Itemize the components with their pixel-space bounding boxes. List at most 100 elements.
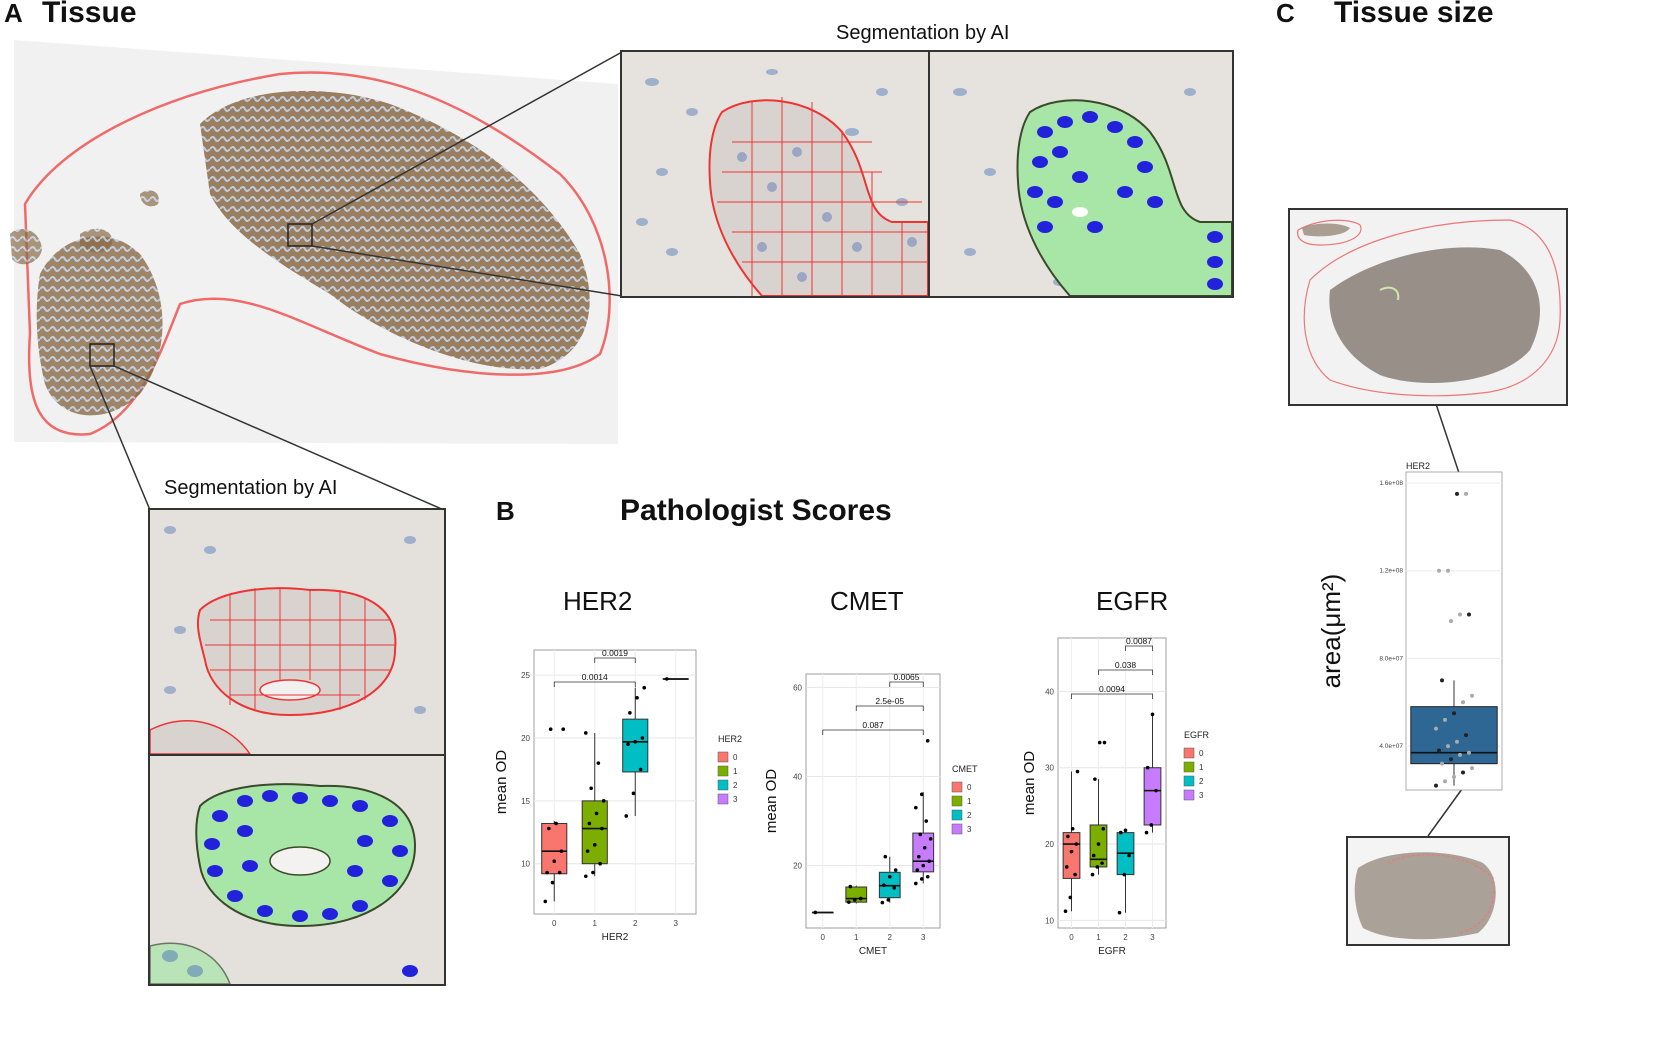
legend-label: 1	[967, 797, 972, 806]
legend-swatch	[1183, 747, 1195, 759]
p-value-label: 0.0019	[602, 648, 628, 658]
data-point	[882, 883, 886, 888]
y-tick-label: 1.6e+08	[1379, 480, 1403, 487]
y-tick-label: 8.0e+07	[1379, 655, 1403, 662]
data-point	[916, 854, 921, 859]
data-point	[1464, 491, 1468, 496]
data-point	[1443, 717, 1447, 722]
legend-label: 2	[967, 811, 972, 820]
data-point	[1437, 748, 1441, 753]
legend-title: CMET	[952, 764, 978, 774]
segmentation-outline-bottom	[148, 508, 446, 756]
data-point	[852, 898, 857, 902]
legend-swatch	[951, 823, 963, 835]
data-point	[1066, 834, 1070, 839]
y-tick-label: 40	[1045, 687, 1054, 696]
p-value-label: 0.0094	[1099, 684, 1125, 694]
box-1	[1089, 824, 1108, 868]
data-point	[1434, 783, 1438, 788]
data-point	[1470, 766, 1474, 771]
data-point	[915, 868, 920, 872]
data-point	[1154, 788, 1158, 793]
data-point	[589, 786, 593, 791]
data-point	[914, 881, 918, 886]
data-point	[1455, 739, 1459, 744]
data-point	[545, 870, 549, 875]
data-point	[1467, 612, 1471, 617]
plot-area	[533, 649, 697, 915]
comparison-bracket	[822, 729, 924, 735]
data-point	[557, 870, 562, 875]
legend-swatch	[951, 795, 963, 807]
data-point	[1449, 619, 1453, 624]
x-tick-label: 3	[921, 933, 926, 942]
panel-b-title: Pathologist Scores	[620, 494, 892, 527]
comparison-bracket	[1071, 693, 1153, 699]
tissue-slide-image	[10, 40, 618, 444]
panel-c-letter: C	[1276, 0, 1295, 28]
legend-swatch	[1183, 789, 1195, 801]
y-tick-label: 1.2e+08	[1379, 568, 1403, 575]
data-point	[1452, 774, 1456, 779]
data-point	[1449, 757, 1453, 762]
legend-title: EGFR	[1184, 730, 1210, 740]
y-axis-title: area(μm²)	[1316, 574, 1346, 689]
panel-a-title: Tissue	[42, 0, 137, 29]
comparison-bracket	[553, 681, 636, 687]
box-3	[1143, 767, 1162, 826]
data-point	[1095, 865, 1100, 869]
data-point	[1455, 491, 1459, 496]
x-tick-label: 2	[633, 919, 638, 928]
data-point	[583, 874, 588, 879]
data-point	[561, 727, 566, 731]
data-point	[918, 832, 923, 837]
y-tick-label: 25	[521, 671, 530, 680]
panel-b-letter: B	[496, 496, 515, 526]
legend-swatch	[717, 765, 729, 777]
data-point	[640, 736, 645, 740]
data-point	[601, 799, 606, 803]
x-tick-label: 2	[888, 933, 893, 942]
y-tick-label: 60	[793, 683, 802, 692]
legend-swatch	[717, 793, 729, 805]
data-point	[1075, 769, 1080, 774]
data-point	[925, 874, 930, 879]
data-point	[893, 868, 898, 872]
boxplot-her2: 10 15 20 25 0 1 2 3 0.0019 0.0014 HER2 mean OD HER2 0…	[493, 648, 742, 943]
segmentation-title-bottom: Segmentation by AI	[164, 477, 338, 499]
x-axis-title: CMET	[859, 946, 887, 957]
data-point	[880, 900, 885, 905]
y-tick-label: 20	[1045, 840, 1054, 849]
box-her2-area	[1410, 706, 1498, 765]
legend-label: 2	[733, 781, 738, 790]
p-value-label: 0.038	[1115, 660, 1137, 670]
legend-swatch	[951, 809, 963, 821]
chart-title-her2: HER2	[563, 586, 633, 616]
x-axis-title: HER2	[602, 932, 629, 943]
data-point	[1145, 765, 1150, 770]
y-axis-title: mean OD	[763, 769, 780, 833]
x-tick-label: 3	[1150, 933, 1155, 942]
data-point	[594, 811, 599, 816]
data-point	[1100, 861, 1104, 865]
legend-label: 0	[1199, 749, 1204, 758]
facet-title: HER2	[1406, 461, 1430, 471]
data-point	[919, 792, 924, 797]
segmentation-colored-bottom	[148, 754, 446, 986]
data-point	[1437, 568, 1441, 573]
legend-label: 3	[967, 825, 972, 834]
segmentation-title-top: Segmentation by AI	[836, 22, 1010, 44]
y-tick-label: 30	[1045, 764, 1054, 773]
data-point	[1091, 853, 1096, 858]
data-point	[638, 767, 643, 772]
legend-swatch	[1183, 775, 1195, 787]
p-value-label: 0.0065	[894, 672, 920, 682]
data-point	[1063, 909, 1068, 914]
data-point	[1117, 910, 1122, 915]
legend-swatch	[717, 779, 729, 791]
comparison-bracket	[1125, 645, 1153, 651]
data-point	[1068, 895, 1073, 900]
data-point	[596, 761, 601, 765]
comparison-bracket	[1098, 669, 1153, 675]
